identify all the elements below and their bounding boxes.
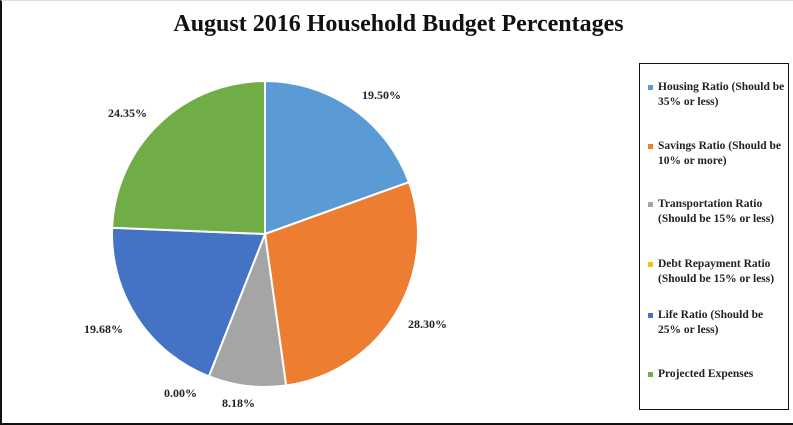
pie-slice-projected bbox=[111, 79, 266, 236]
legend-label: Savings Ratio (Should be 10% or more) bbox=[658, 140, 782, 167]
legend-label: Transportation Ratio (Should be 15% or l… bbox=[658, 198, 775, 225]
legend-label: Projected Expenses bbox=[658, 368, 754, 380]
legend-item-debt: Debt Repayment Ratio (Should be 15% or l… bbox=[648, 257, 788, 287]
legend-item-savings: Savings Ratio (Should be 10% or more) bbox=[648, 139, 788, 169]
legend-swatch-projected bbox=[648, 372, 653, 377]
legend-item-housing: Housing Ratio (Should be 35% or less) bbox=[648, 80, 788, 110]
legend-swatch-life bbox=[648, 313, 653, 318]
legend-swatch-savings bbox=[648, 144, 653, 149]
data-label-projected: 24.35% bbox=[108, 106, 147, 120]
legend-label: Life Ratio (Should be 25% or less) bbox=[658, 309, 764, 336]
pie-slices bbox=[111, 79, 419, 388]
data-label-debt: 0.00% bbox=[164, 386, 197, 400]
legend-item-life: Life Ratio (Should be 25% or less) bbox=[648, 308, 788, 338]
legend-label: Debt Repayment Ratio (Should be 15% or l… bbox=[658, 258, 775, 285]
legend-swatch-housing bbox=[648, 85, 653, 90]
chart-title: August 2016 Household Budget Percentages bbox=[173, 11, 624, 37]
legend-swatch-transportation bbox=[648, 202, 653, 207]
legend-label: Housing Ratio (Should be 35% or less) bbox=[658, 81, 785, 108]
legend-item-transportation: Transportation Ratio (Should be 15% or l… bbox=[648, 197, 788, 227]
legend: Housing Ratio (Should be 35% or less) Sa… bbox=[639, 63, 789, 410]
pie-slice-savings bbox=[263, 180, 419, 387]
pie-slice-housing bbox=[264, 79, 411, 236]
legend-item-projected: Projected Expenses bbox=[648, 367, 788, 382]
data-label-housing: 19.50% bbox=[362, 88, 401, 102]
legend-swatch-debt bbox=[648, 262, 653, 267]
data-label-life: 19.68% bbox=[84, 322, 123, 336]
data-label-transportation: 8.18% bbox=[222, 396, 255, 410]
pie-slice-life bbox=[111, 226, 267, 378]
data-label-savings: 28.30% bbox=[408, 317, 447, 331]
